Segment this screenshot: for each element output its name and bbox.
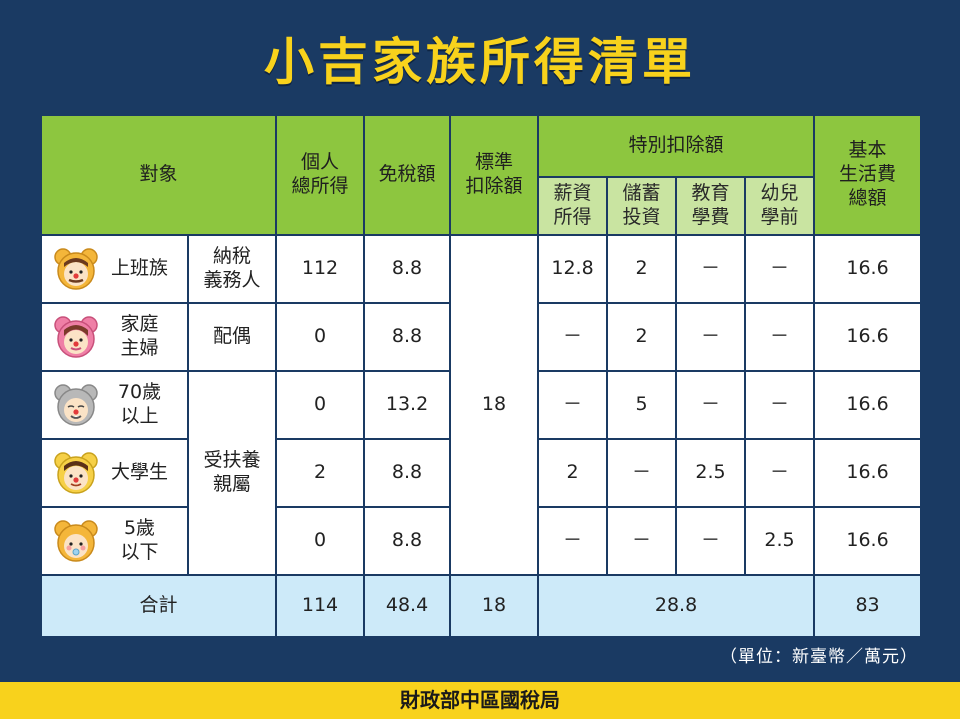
income-cell: 112 <box>275 234 366 304</box>
salary-cell: 12.8 <box>537 234 609 304</box>
person-label: 70歲 以上 <box>117 381 162 427</box>
page-title: 小吉家族所得清單 <box>264 33 696 91</box>
role-spouse: 配偶 <box>186 302 278 372</box>
role-dependent: 受扶養 親屬 <box>186 370 278 576</box>
income-cell: 0 <box>275 370 366 440</box>
total-basic: 83 <box>813 574 923 638</box>
basic-cell: 16.6 <box>813 302 923 372</box>
exemption-cell: 8.8 <box>363 438 452 508</box>
table-row: 5歲 以下 0 8.8 － － － 2.5 16.6 <box>40 506 923 576</box>
savings-cell: 2 <box>606 302 678 372</box>
basic-cell: 16.6 <box>813 438 923 508</box>
subheader-salary: 薪資 所得 <box>537 176 609 236</box>
role-taxpayer: 納稅 義務人 <box>186 234 278 304</box>
total-label: 合計 <box>39 574 278 638</box>
table-row: 上班族 納稅 義務人 112 8.8 18 12.8 2 － － 16.6 <box>40 234 923 576</box>
salary-cell: 2 <box>537 438 609 508</box>
person-cell: 大學生 <box>40 438 189 508</box>
salary-cell: － <box>537 506 609 576</box>
basic-cell: 16.6 <box>813 370 923 440</box>
exemption-cell: 8.8 <box>363 302 452 372</box>
education-cell: 2.5 <box>675 438 747 508</box>
income-cell: 0 <box>275 506 366 576</box>
income-table: 對象 個人 總所得 免稅額 標準 扣除額 特別扣除額 基本 生活費 總額 薪資 所得 儲蓄… <box>39 114 923 638</box>
subheader-education: 教育 學費 <box>675 176 747 236</box>
income-cell: 0 <box>275 302 366 372</box>
header-special: 特別扣除額 <box>537 114 816 178</box>
preschool-cell: － <box>744 438 816 508</box>
person-label: 5歲 以下 <box>120 517 159 563</box>
savings-cell: － <box>606 438 678 508</box>
person-cell: 家庭 主婦 <box>40 302 189 372</box>
savings-cell: － <box>606 506 678 576</box>
total-standard: 18 <box>449 574 540 638</box>
education-cell: － <box>675 370 747 440</box>
housewife-avatar-icon <box>54 316 98 358</box>
footer-agency: 財政部中區國稅局 <box>0 682 960 719</box>
preschool-cell: － <box>744 234 816 304</box>
exemption-cell: 8.8 <box>363 234 452 304</box>
education-cell: － <box>675 302 747 372</box>
header-income: 個人 總所得 <box>275 114 366 236</box>
education-cell: － <box>675 506 747 576</box>
education-cell: － <box>675 234 747 304</box>
person-cell: 70歲 以上 <box>40 370 189 440</box>
person-label: 家庭 主婦 <box>120 313 159 359</box>
person-cell: 上班族 <box>40 234 189 304</box>
college-student-avatar-icon <box>54 452 98 494</box>
table-row: 家庭 主婦 配偶 0 8.8 － 2 － － 16.6 <box>40 302 923 372</box>
basic-cell: 16.6 <box>813 506 923 576</box>
total-income: 114 <box>275 574 366 638</box>
total-row: 合計 114 48.4 18 28.8 83 <box>39 574 923 638</box>
total-exemption: 48.4 <box>363 574 452 638</box>
header-exemption: 免稅額 <box>363 114 452 236</box>
header-target: 對象 <box>39 114 278 236</box>
exemption-cell: 8.8 <box>363 506 452 576</box>
table-row: 70歲 以上 受扶養 親屬 0 13.2 － 5 － － 16.6 <box>40 370 923 576</box>
child-avatar-icon <box>54 520 98 562</box>
table-row: 大學生 2 8.8 2 － 2.5 － 16.6 <box>40 438 923 508</box>
exemption-cell: 13.2 <box>363 370 452 440</box>
unit-note: （單位：新臺幣／萬元） <box>720 647 918 667</box>
subheader-preschool: 幼兒 學前 <box>744 176 816 236</box>
salary-cell: － <box>537 302 609 372</box>
total-special: 28.8 <box>537 574 816 638</box>
standard-deduction-cell: 18 <box>449 234 540 576</box>
preschool-cell: － <box>744 370 816 440</box>
office-worker-avatar-icon <box>54 248 98 290</box>
basic-cell: 16.6 <box>813 234 923 304</box>
header-basic: 基本 生活費 總額 <box>813 114 923 236</box>
savings-cell: 2 <box>606 234 678 304</box>
person-label: 大學生 <box>110 461 168 484</box>
preschool-cell: 2.5 <box>744 506 816 576</box>
salary-cell: － <box>537 370 609 440</box>
savings-cell: 5 <box>606 370 678 440</box>
income-cell: 2 <box>275 438 366 508</box>
header-standard: 標準 扣除額 <box>449 114 540 236</box>
preschool-cell: － <box>744 302 816 372</box>
subheader-savings: 儲蓄 投資 <box>606 176 678 236</box>
person-label: 上班族 <box>110 257 168 280</box>
elder-avatar-icon <box>54 384 98 426</box>
person-cell: 5歲 以下 <box>40 506 189 576</box>
